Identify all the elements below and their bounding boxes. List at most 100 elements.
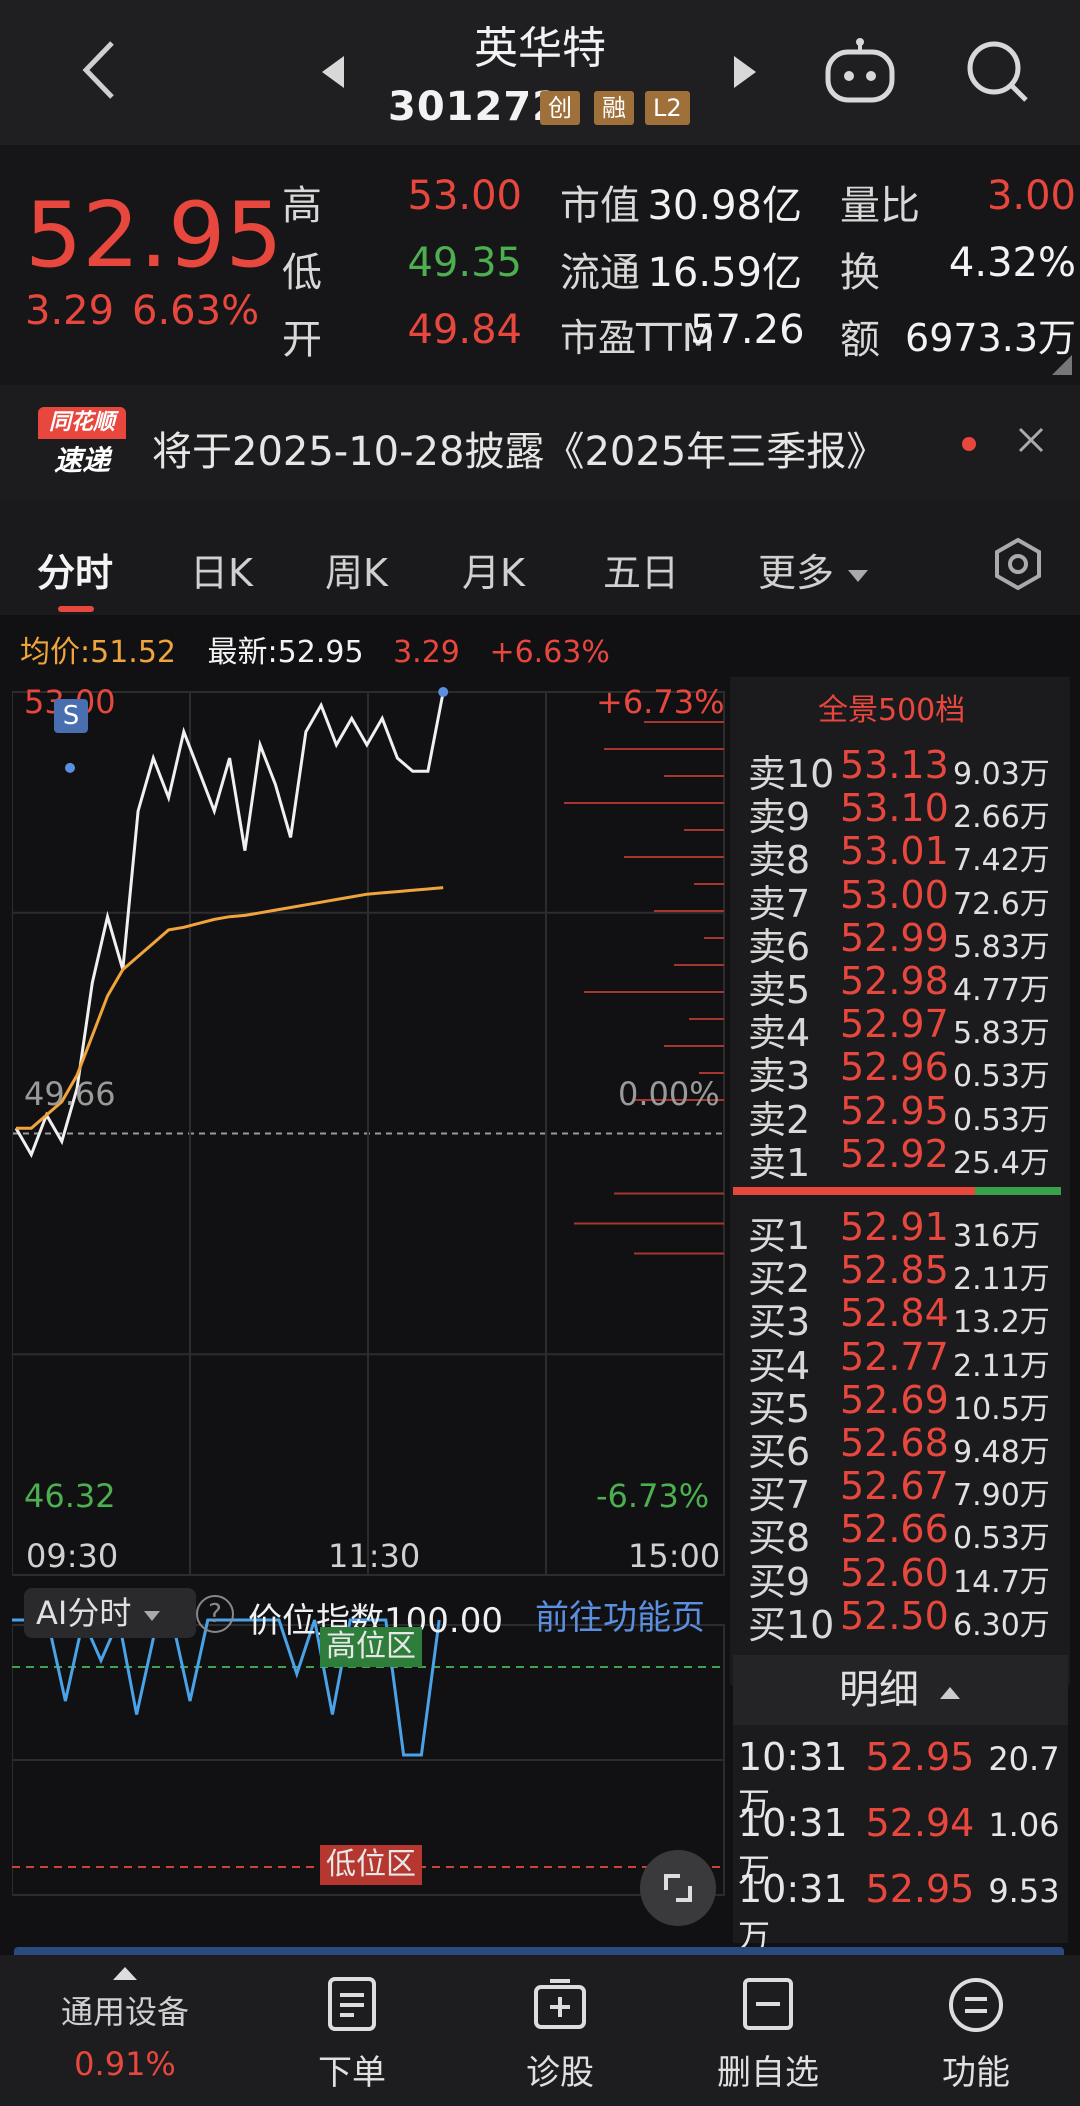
level-label: 买3 bbox=[748, 1300, 811, 1345]
ask-level-6[interactable]: 卖5 52.98 4.77万 bbox=[748, 959, 1060, 1012]
detail-price: 52.95 bbox=[865, 1735, 975, 1779]
bid-level-7[interactable]: 买7 52.67 7.90万 bbox=[748, 1464, 1060, 1517]
level-price: 52.91 bbox=[840, 1205, 949, 1249]
close-news-button[interactable] bbox=[1016, 425, 1046, 459]
tab-intraday[interactable]: 分时 bbox=[37, 551, 114, 595]
bid-level-1[interactable]: 买1 52.91 316万 bbox=[748, 1205, 1060, 1258]
news-unread-dot bbox=[962, 437, 976, 451]
settings-button[interactable] bbox=[990, 536, 1046, 596]
signal-dot bbox=[65, 762, 75, 773]
ask-bid-ratio-bar bbox=[733, 1187, 1061, 1195]
ask-level-3[interactable]: 卖8 53.01 7.42万 bbox=[748, 829, 1060, 882]
level-price: 52.95 bbox=[840, 1088, 949, 1133]
prev-stock-button[interactable] bbox=[318, 52, 348, 96]
triangle-right-icon bbox=[734, 56, 756, 88]
robot-icon bbox=[825, 38, 895, 103]
level-label: 卖3 bbox=[748, 1054, 811, 1099]
remove-watchlist-label: 删自选 bbox=[717, 2053, 819, 2093]
detail-header[interactable]: 明细 bbox=[733, 1655, 1068, 1725]
bid-level-4[interactable]: 买4 52.77 2.11万 bbox=[748, 1334, 1060, 1388]
news-banner[interactable]: 同花顺 速递 将于2025-10-28披露《2025年三季报》 bbox=[0, 385, 1080, 500]
level-volume: 7.42万 bbox=[953, 843, 1050, 879]
detail-volume: 20.7万 bbox=[738, 1740, 1060, 1823]
avg-price-label: 均价:51.52 bbox=[20, 635, 176, 670]
diagnose-button[interactable]: 诊股 bbox=[490, 1975, 630, 2094]
order-button[interactable]: 下单 bbox=[282, 1975, 422, 2094]
level-label: 买10 bbox=[748, 1602, 835, 1647]
chart-area: 均价:51.52 最新:52.95 3.29 +6.63% 53.00 49.6… bbox=[0, 615, 1080, 1955]
ask-level-1[interactable]: 卖10 53.13 9.03万 bbox=[748, 743, 1060, 796]
help-button[interactable]: ? bbox=[196, 1595, 234, 1633]
level-volume: 10.5万 bbox=[953, 1391, 1050, 1427]
bid-level-5[interactable]: 买5 52.69 10.5万 bbox=[748, 1377, 1060, 1431]
ask-level-9[interactable]: 卖2 52.95 0.53万 bbox=[748, 1088, 1060, 1142]
tab-week-k[interactable]: 周K bbox=[325, 551, 388, 595]
order-label: 下单 bbox=[318, 2053, 386, 2093]
ask-level-10[interactable]: 卖1 52.92 25.4万 bbox=[748, 1132, 1060, 1185]
level-price: 52.96 bbox=[840, 1045, 949, 1090]
order-book-title[interactable]: 全景500档 bbox=[818, 693, 966, 728]
tab-more[interactable]: 更多 bbox=[758, 542, 870, 597]
fullscreen-button[interactable] bbox=[640, 1850, 716, 1926]
bid-level-10[interactable]: 买10 52.50 6.30万 bbox=[748, 1594, 1060, 1647]
intraday-chart[interactable] bbox=[12, 667, 726, 2047]
chart-info-line: 均价:51.52 最新:52.95 3.29 +6.63% bbox=[20, 627, 610, 671]
diagnose-label: 诊股 bbox=[526, 2053, 594, 2093]
y-right-mid: 0.00% bbox=[618, 1075, 720, 1113]
level-volume: 0.53万 bbox=[953, 1059, 1050, 1095]
level-volume: 9.48万 bbox=[953, 1435, 1050, 1470]
y-left-mid: 49.66 bbox=[24, 1075, 116, 1113]
order-book-panel bbox=[730, 677, 1070, 1685]
level-price: 52.99 bbox=[840, 915, 949, 960]
search-icon bbox=[967, 41, 1028, 102]
sell-signal-marker[interactable]: S bbox=[54, 699, 88, 733]
settings-icon bbox=[995, 537, 1041, 591]
tab-five-day[interactable]: 五日 bbox=[603, 551, 680, 595]
detail-row: 10:31 52.94 1.06万 bbox=[738, 1801, 1068, 1891]
bid-level-6[interactable]: 买6 52.68 9.48万 bbox=[748, 1421, 1060, 1474]
go-feature-link[interactable]: 前往功能页 bbox=[535, 1598, 705, 1638]
level-price: 52.77 bbox=[840, 1334, 949, 1379]
bid-level-8[interactable]: 买8 52.66 0.53万 bbox=[748, 1507, 1060, 1560]
level-price: 52.67 bbox=[840, 1464, 949, 1509]
stock-name: 英华特 bbox=[474, 23, 606, 74]
level-volume: 4.77万 bbox=[953, 973, 1050, 1008]
level-price: 53.13 bbox=[840, 743, 949, 787]
ask-level-7[interactable]: 卖4 52.97 5.83万 bbox=[748, 1002, 1060, 1055]
triangle-down-icon bbox=[143, 1611, 160, 1621]
logo-top-text: 同花顺 bbox=[38, 407, 126, 439]
level-label: 买2 bbox=[748, 1257, 811, 1302]
ask-level-5[interactable]: 卖6 52.99 5.83万 bbox=[748, 915, 1060, 969]
level-volume: 14.7万 bbox=[953, 1564, 1050, 1600]
pe-value: 57.26 bbox=[690, 307, 805, 353]
sector-button[interactable]: 通用设备 0.91% bbox=[50, 1963, 200, 2083]
info-change: 3.29 bbox=[393, 635, 460, 670]
ask-level-4[interactable]: 卖7 53.00 72.6万 bbox=[748, 873, 1060, 926]
logo-bottom-text: 速递 bbox=[53, 444, 110, 477]
last-point-marker bbox=[438, 687, 449, 697]
robot-assistant-button[interactable] bbox=[822, 36, 898, 112]
level-label: 卖7 bbox=[748, 881, 811, 926]
function-button[interactable]: 功能 bbox=[906, 1975, 1046, 2094]
level-price: 52.68 bbox=[840, 1421, 949, 1465]
bid-level-9[interactable]: 买9 52.60 14.7万 bbox=[748, 1551, 1060, 1604]
back-button[interactable] bbox=[70, 35, 130, 105]
float-label: 流通 bbox=[560, 250, 640, 296]
order-form-icon bbox=[328, 1977, 376, 2031]
tag-l2: L2 bbox=[645, 91, 690, 125]
y-right-bottom: -6.73% bbox=[596, 1477, 710, 1515]
ai-intraday-selector[interactable]: AI分时 bbox=[24, 1588, 196, 1638]
level-price: 52.69 bbox=[840, 1377, 949, 1422]
next-stock-button[interactable] bbox=[730, 52, 760, 96]
remove-watchlist-button[interactable]: 删自选 bbox=[698, 1975, 838, 2094]
bid-level-2[interactable]: 买2 52.85 2.11万 bbox=[748, 1248, 1060, 1301]
search-button[interactable] bbox=[962, 36, 1032, 112]
tab-day-k[interactable]: 日K bbox=[190, 551, 253, 595]
ask-level-8[interactable]: 卖3 52.96 0.53万 bbox=[748, 1045, 1060, 1098]
ask-level-2[interactable]: 卖9 53.10 2.66万 bbox=[748, 786, 1060, 839]
bid-level-3[interactable]: 买3 52.84 13.2万 bbox=[748, 1291, 1060, 1344]
level-label: 买5 bbox=[748, 1386, 811, 1431]
detail-price: 52.95 bbox=[865, 1867, 975, 1911]
tab-month-k[interactable]: 月K bbox=[462, 551, 525, 595]
current-price: 52.95 bbox=[25, 183, 283, 288]
